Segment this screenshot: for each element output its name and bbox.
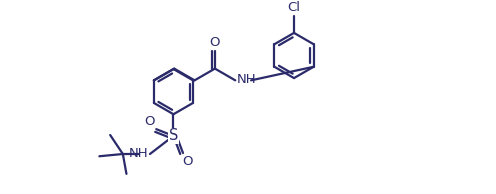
Text: Cl: Cl [288,1,301,14]
Text: O: O [144,115,154,128]
Text: O: O [182,155,192,168]
Text: O: O [210,36,220,49]
Text: S: S [169,128,178,143]
Text: NH: NH [128,147,148,160]
Text: NH: NH [237,73,257,86]
